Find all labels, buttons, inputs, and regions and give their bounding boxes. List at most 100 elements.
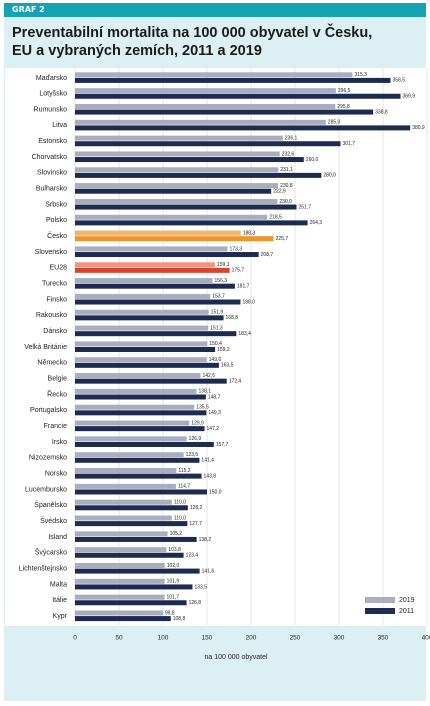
bar — [75, 283, 235, 289]
value-label: 102,0 — [167, 563, 180, 569]
value-label: 251,7 — [298, 204, 311, 210]
value-label: 138,2 — [199, 537, 212, 543]
bar — [75, 515, 172, 521]
y-tick-label: Nizozemsko — [29, 455, 67, 462]
y-tick-label: Kypr — [53, 613, 68, 620]
bar — [75, 388, 197, 394]
bar — [75, 204, 297, 210]
bar — [75, 135, 283, 141]
bar — [75, 125, 411, 131]
bar — [75, 198, 278, 204]
legend-label: 2011 — [399, 608, 414, 615]
bar — [75, 347, 216, 352]
value-label: 285,0 — [328, 120, 341, 126]
value-label: 108,8 — [173, 616, 186, 622]
bar — [75, 167, 279, 173]
bar — [75, 157, 304, 163]
value-label: 141,6 — [202, 568, 215, 574]
bar — [75, 499, 172, 505]
y-tick-label: Švédsko — [40, 516, 67, 525]
bar — [75, 600, 187, 606]
value-label: 149,3 — [208, 410, 221, 416]
value-label: 208,7 — [261, 252, 274, 258]
value-label: 380,9 — [412, 125, 425, 131]
value-label: 159,1 — [217, 262, 230, 268]
y-tick-label: Rumunsko — [34, 106, 68, 113]
value-label: 264,3 — [310, 220, 323, 226]
bar — [75, 172, 322, 178]
bar — [75, 578, 165, 584]
value-label: 232,6 — [282, 151, 295, 157]
value-label: 188,3 — [243, 230, 256, 236]
bar — [75, 547, 167, 553]
value-label: 183,4 — [238, 331, 251, 337]
bar — [75, 119, 326, 125]
y-tick-label: Švýcarsko — [35, 548, 67, 557]
value-label: 138,1 — [199, 389, 212, 395]
bar — [75, 183, 279, 189]
y-tick-label: Finsko — [46, 296, 67, 303]
chart-tag: GRAF 2 — [4, 3, 426, 17]
bar — [75, 299, 241, 305]
bar — [75, 331, 237, 337]
bar — [75, 452, 184, 458]
value-label: 149,6 — [209, 357, 222, 363]
bar — [75, 404, 195, 410]
bar — [75, 220, 308, 226]
y-tick-label: Francie — [44, 423, 67, 430]
legend-swatch — [365, 597, 395, 603]
value-label: 159,2 — [217, 347, 230, 353]
bar — [75, 88, 336, 94]
value-label: 218,5 — [269, 215, 282, 221]
x-tick-label: 0 — [73, 635, 77, 642]
value-label: 280,0 — [323, 173, 336, 179]
value-label: 103,8 — [168, 547, 181, 553]
y-tick-label: Estonsko — [38, 138, 67, 145]
value-label: 114,7 — [178, 484, 190, 490]
bar — [75, 325, 209, 331]
bar — [75, 109, 374, 115]
bar — [75, 252, 259, 258]
y-tick-label: Dánsko — [43, 328, 67, 335]
bar — [75, 536, 197, 542]
bar — [75, 267, 230, 273]
bar — [75, 93, 401, 99]
value-label: 230,0 — [279, 199, 292, 205]
value-label: 127,7 — [189, 521, 202, 527]
value-label: 181,7 — [237, 284, 250, 290]
value-label: 153,7 — [212, 294, 225, 300]
bar — [75, 410, 207, 416]
value-label: 99,8 — [165, 610, 175, 616]
value-label: 231,1 — [280, 167, 293, 173]
chart-title: Preventabilní mortalita na 100 000 obyva… — [12, 25, 373, 59]
legend-swatch — [365, 608, 395, 614]
value-label: 143,8 — [204, 473, 217, 479]
value-label: 101,9 — [167, 579, 180, 585]
bar — [75, 584, 193, 590]
bar — [75, 563, 165, 568]
bar — [75, 357, 207, 363]
bar — [75, 214, 268, 220]
bar — [75, 594, 165, 600]
value-label: 123,5 — [186, 452, 199, 458]
value-label: 156,3 — [215, 278, 228, 284]
x-tick-label: 100 — [158, 635, 169, 642]
y-tick-label: Španělsko — [34, 500, 67, 509]
bar — [75, 151, 280, 157]
legend-label: 2019 — [399, 597, 415, 604]
value-label: 141,4 — [201, 458, 214, 464]
y-tick-label: Řecko — [47, 389, 67, 398]
value-label: 157,7 — [216, 442, 229, 448]
x-tick-label: 150 — [202, 635, 213, 642]
value-label: 172,4 — [229, 378, 242, 384]
bar — [75, 341, 208, 347]
value-label: 150,4 — [209, 341, 222, 347]
y-tick-label: Velká Británie — [24, 344, 67, 351]
y-tick-label: Srbsko — [45, 201, 67, 208]
bar — [75, 394, 206, 400]
value-label: 230,8 — [280, 183, 293, 189]
y-tick-label: Belgie — [48, 376, 68, 383]
bar — [75, 420, 190, 426]
value-label: 222,9 — [273, 189, 286, 195]
y-tick-label: Island — [48, 534, 67, 541]
